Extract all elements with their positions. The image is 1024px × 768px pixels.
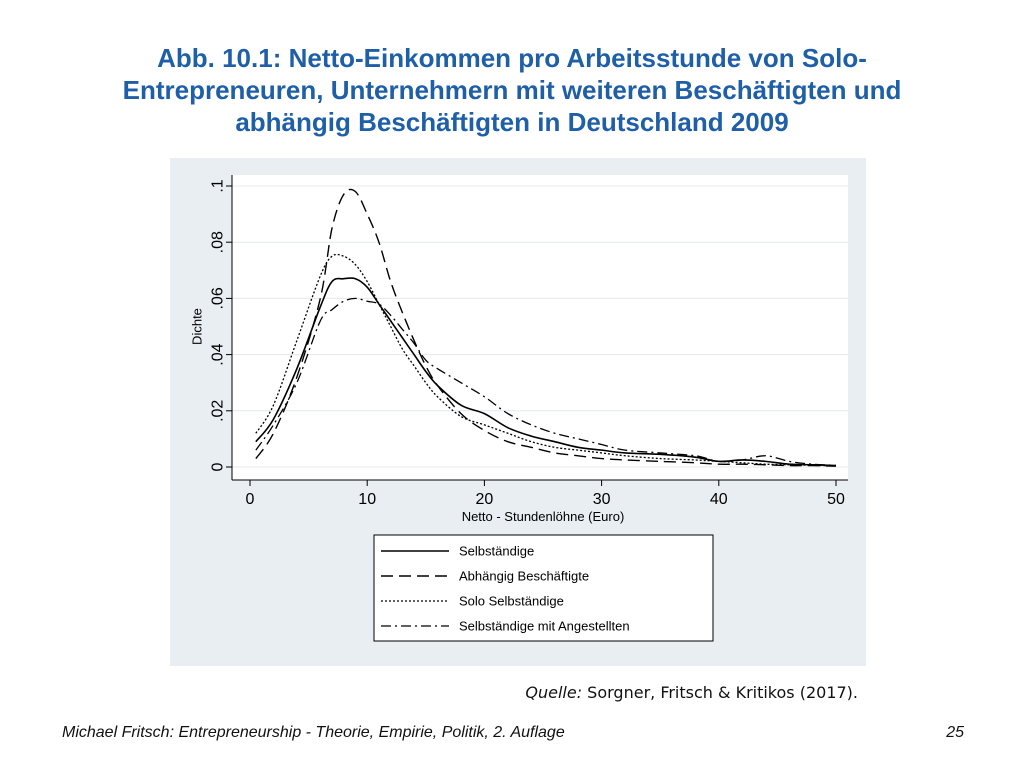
y-tick-label-4: .08 (210, 231, 227, 253)
y-tick-label-2: .04 (210, 343, 227, 365)
page-number: 25 (946, 724, 964, 741)
slide-title: Abb. 10.1: Netto-Einkommen pro Arbeitsst… (40, 42, 984, 138)
source-text: Sorgner, Fritsch & Kritikos (2017). (582, 683, 858, 702)
title-line-2: Entrepreneuren, Unternehmern mit weitere… (122, 75, 902, 105)
source-citation: Quelle: Sorgner, Fritsch & Kritikos (201… (525, 683, 858, 702)
x-tick-label-3: 30 (593, 491, 611, 508)
y-axis-label: Dichte (190, 308, 205, 345)
source-label: Quelle: (525, 683, 583, 702)
title-line-3: abhängig Beschäftigten in Deutschland 20… (235, 107, 789, 137)
x-tick-label-2: 20 (476, 491, 494, 508)
legend-label-0: Selbständige (459, 544, 534, 559)
y-tick-label-0: 0 (210, 462, 227, 471)
footer-author: Michael Fritsch: Entrepreneurship - Theo… (62, 724, 565, 741)
x-tick-label-1: 10 (358, 491, 376, 508)
plot-area (232, 175, 848, 480)
x-tick-label-5: 50 (827, 491, 845, 508)
x-tick-label-4: 40 (710, 491, 728, 508)
density-chart: 0 .02 .04 .06 .08 .1 0 10 20 30 40 50 Netto - Stunde… (190, 175, 848, 642)
legend-box (373, 534, 714, 642)
series-line-3 (255, 297, 837, 466)
series-line-1 (255, 188, 837, 467)
x-axis-label: Netto - Stundenlöhne (Euro) (462, 509, 625, 524)
y-tick-label-5: .1 (210, 179, 227, 192)
legend-label-3: Selbständige mit Angestellten (459, 619, 630, 634)
y-tick-label-3: .06 (210, 287, 227, 309)
legend-label-1: Abhängig Beschäftigte (459, 569, 589, 584)
y-tick-label-1: .02 (210, 400, 227, 422)
x-tick-label-0: 0 (246, 491, 255, 508)
title-line-1: Abb. 10.1: Netto-Einkommen pro Arbeitsst… (157, 43, 867, 73)
legend-label-2: Solo Selbständige (459, 594, 564, 609)
chart-frame: 0 .02 .04 .06 .08 .1 0 10 20 30 40 50 Netto - Stunde… (170, 158, 866, 666)
